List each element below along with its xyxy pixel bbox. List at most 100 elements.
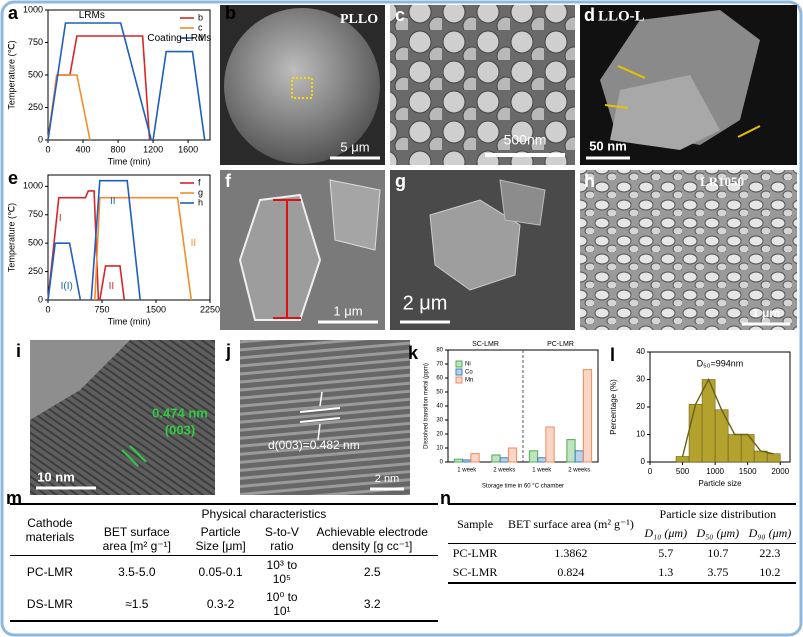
bar	[545, 426, 555, 463]
image-j: j d(003)=0.482 nm 2 nm	[225, 340, 410, 495]
bar	[675, 456, 690, 463]
panel-label: b	[225, 3, 236, 23]
x-tick-label: 0	[45, 304, 50, 314]
x-tick-label: 2 weeks	[493, 468, 515, 474]
legend-label: c	[198, 22, 203, 32]
cell: SC-LMR	[452, 565, 498, 579]
y-tick-label: 10	[636, 430, 645, 439]
panel-label: h	[584, 171, 595, 191]
legend-swatch	[455, 368, 463, 376]
image-i: i 0.474 nm (003) 10 nm	[16, 340, 215, 495]
cell: DS-LMR	[26, 597, 73, 611]
cell: PC-LMR	[452, 546, 498, 560]
y-tick-label: 250	[28, 266, 43, 276]
cell: 22.3	[759, 546, 781, 560]
bar	[507, 447, 518, 463]
scale-label: 10 nm	[37, 469, 75, 484]
header-cell: Achievable electrode density [g cc⁻¹]	[316, 525, 428, 553]
y-tick-label: 10	[436, 446, 443, 452]
legend-label: Ni	[465, 362, 471, 368]
header-cell: Cathode materials	[10, 504, 90, 556]
y-tick-label: 60	[436, 376, 443, 382]
cell: 2.5	[363, 565, 381, 579]
header-cell: Sample	[448, 504, 503, 544]
scale-label: 1 μm	[752, 306, 780, 320]
legend-swatch	[455, 376, 463, 384]
table-n: Sample BET surface area (m² g⁻¹) Particle…	[448, 503, 796, 584]
legend-label: g	[198, 187, 203, 197]
y-tick-label: 250	[28, 102, 43, 112]
cell: 0.824	[557, 565, 585, 579]
bar	[582, 369, 593, 463]
bar	[574, 450, 584, 463]
bar	[740, 434, 755, 463]
panel-label: m	[6, 488, 23, 508]
image-label: PLLO	[340, 12, 378, 27]
image-g: g 2 μm	[390, 170, 575, 330]
header-cell: S-to-V ratio	[264, 525, 299, 553]
annotation: II	[191, 238, 197, 249]
table-m: Cathode materials Physical characteristi…	[10, 503, 438, 622]
plot-frame	[47, 174, 211, 301]
panel-label: d	[584, 5, 595, 25]
x-axis-title: Particle size	[698, 479, 742, 488]
y-tick-label: 30	[436, 418, 443, 424]
header-cell: Particle Size [μm]	[195, 525, 246, 553]
panel-label: j	[225, 341, 231, 361]
y-tick-label: 70	[436, 362, 443, 368]
cell: 3.5-5.0	[118, 565, 156, 579]
image-b: b PLLO 5 μm	[220, 3, 385, 165]
image-label: 0.474 nm	[152, 405, 208, 420]
bar	[566, 439, 576, 463]
annotation: II	[110, 196, 116, 207]
panel-label: i	[16, 341, 21, 361]
annotation: I	[59, 213, 62, 224]
y-tick-label: 1000	[23, 4, 43, 14]
panel-label: l	[610, 345, 615, 365]
series-line	[47, 179, 141, 301]
x-tick-label: 2250	[200, 304, 220, 314]
x-tick-label: 1000	[706, 467, 724, 476]
scale-label: 1 μm	[333, 303, 362, 318]
x-tick-label: 400	[76, 144, 91, 154]
annotation: D₅₀=994nm	[697, 358, 744, 368]
series-line	[47, 22, 206, 141]
header-cell: BET surface area [m² g⁻¹]	[102, 525, 171, 553]
scale-label: 2 μm	[403, 292, 448, 314]
fit-line	[681, 377, 774, 457]
y-tick-label: 50	[436, 390, 443, 396]
header-cell: D₁₀ (μm)	[644, 526, 688, 540]
series-line	[47, 74, 91, 141]
x-tick-label: 800	[111, 144, 126, 154]
header-cell: D₅₀ (μm)	[696, 526, 740, 540]
panel-label: n	[440, 488, 451, 508]
y-tick-label: 500	[28, 238, 43, 248]
bar	[528, 450, 539, 463]
y-tick-label: 80	[436, 348, 443, 354]
y-axis-title: Temperature (℃)	[6, 40, 16, 109]
x-tick-label: 750	[94, 304, 109, 314]
bar	[766, 453, 781, 463]
y-tick-label: 750	[28, 209, 43, 219]
y-tick-label: 750	[28, 37, 43, 47]
group-label: SC-LMR	[472, 341, 499, 348]
image-label: d(003)=0.482 nm	[268, 438, 360, 452]
cell: 0.3-2	[206, 597, 235, 611]
legend-label: d	[198, 32, 203, 42]
cell: ≈1.5	[125, 597, 149, 611]
x-tick-label: 1600	[178, 144, 198, 154]
image-label: LLO-L	[598, 8, 645, 24]
legend-label: Co	[465, 370, 473, 376]
x-tick-label: 0	[45, 144, 50, 154]
scale-label: 500nm	[504, 132, 547, 148]
y-tick-label: 1000	[23, 181, 43, 191]
scale-label: 50 nm	[589, 138, 627, 153]
cell: 5.7	[658, 546, 674, 560]
bar	[537, 457, 547, 463]
panel-label: f	[225, 171, 232, 191]
x-axis-title: Time (min)	[108, 156, 151, 166]
image-h: h LR1050 1 μm	[580, 170, 797, 330]
image-f: f 1 μm	[220, 170, 385, 330]
